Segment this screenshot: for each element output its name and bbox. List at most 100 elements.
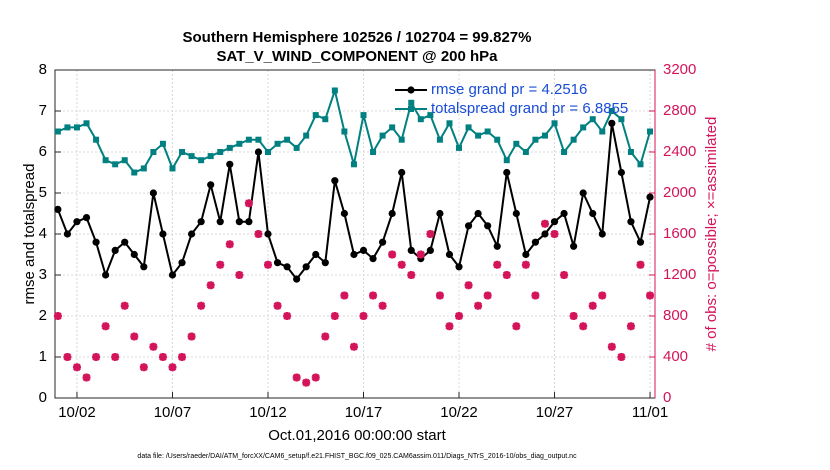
data-point	[283, 312, 292, 320]
data-point	[341, 128, 348, 135]
data-point	[178, 259, 186, 267]
y2-tick-label: 2800	[663, 102, 696, 119]
data-point	[54, 205, 62, 213]
footnote: data file: /Users/raeder/DAI/ATM_forcXX/…	[137, 453, 577, 460]
data-point	[493, 242, 501, 250]
data-point	[618, 116, 625, 123]
data-point	[408, 99, 415, 106]
y2-tick-label: 2000	[663, 184, 696, 201]
y-tick-label: 6	[39, 143, 47, 160]
data-point	[407, 271, 416, 279]
data-point	[321, 332, 330, 341]
data-point	[264, 149, 271, 155]
data-point	[226, 144, 233, 151]
data-point	[293, 275, 301, 283]
data-point	[637, 161, 644, 168]
y-tick-label: 3	[39, 266, 47, 283]
legend-marker	[408, 106, 414, 112]
data-point	[245, 218, 253, 226]
data-point	[187, 332, 196, 341]
data-point	[158, 353, 167, 361]
data-point	[370, 149, 377, 155]
data-point	[293, 144, 300, 151]
data-point	[426, 230, 435, 238]
data-point	[359, 312, 368, 320]
data-point	[617, 353, 626, 361]
y2-tick-label: 800	[663, 307, 688, 324]
data-point	[178, 353, 187, 361]
x-tick-label: 10/22	[440, 404, 478, 421]
data-point	[121, 157, 128, 164]
data-point	[216, 260, 225, 269]
data-point	[541, 132, 548, 139]
data-point	[244, 199, 253, 208]
data-point	[350, 161, 357, 168]
data-point	[102, 271, 110, 279]
data-point	[149, 189, 157, 197]
data-point	[627, 149, 634, 155]
y-tick-label: 7	[39, 102, 47, 119]
data-point	[150, 149, 157, 155]
data-point	[236, 140, 243, 147]
data-point	[503, 157, 510, 164]
data-point	[101, 322, 110, 331]
data-point	[159, 140, 166, 147]
data-point	[169, 165, 176, 172]
data-point	[580, 124, 587, 131]
data-point	[647, 128, 654, 135]
data-point	[579, 322, 588, 331]
data-point	[283, 263, 291, 271]
chart-subtitle: SAT_V_WIND_COMPONENT @ 200 hPa	[216, 48, 498, 65]
data-point	[598, 230, 606, 238]
data-point	[350, 250, 358, 259]
x-tick-label: 10/12	[249, 404, 287, 421]
data-point	[273, 259, 282, 267]
data-point	[168, 271, 177, 279]
data-point	[589, 209, 597, 218]
data-point	[521, 260, 530, 269]
data-point	[560, 271, 569, 279]
data-point	[340, 291, 349, 300]
data-point	[598, 291, 607, 300]
data-point	[64, 124, 71, 131]
data-point	[436, 209, 444, 218]
data-point	[235, 218, 243, 226]
data-point	[225, 240, 234, 249]
data-point	[475, 132, 482, 139]
data-point	[474, 209, 482, 218]
data-point	[130, 250, 138, 259]
data-point	[63, 230, 72, 238]
data-point	[359, 246, 368, 254]
data-point	[540, 219, 549, 228]
data-point	[139, 363, 148, 372]
data-point	[360, 112, 367, 119]
data-point	[217, 149, 224, 155]
data-point	[188, 153, 195, 160]
data-point	[608, 108, 615, 114]
data-point	[636, 238, 645, 246]
data-point	[92, 353, 101, 361]
y-tick-label: 2	[39, 307, 47, 324]
data-point	[464, 222, 473, 230]
data-point	[379, 132, 386, 139]
data-point	[303, 132, 310, 139]
data-point	[73, 124, 80, 131]
data-point	[550, 218, 559, 226]
data-point	[82, 373, 91, 382]
data-point	[83, 120, 90, 127]
data-point	[255, 136, 262, 143]
data-point	[292, 373, 301, 382]
data-point	[93, 136, 100, 143]
data-point	[541, 230, 549, 238]
data-point	[245, 136, 252, 143]
data-point	[198, 157, 205, 164]
data-point	[312, 112, 319, 119]
data-point	[483, 291, 492, 300]
data-point	[446, 120, 453, 127]
data-point	[570, 242, 578, 250]
y-tick-label: 4	[39, 225, 47, 242]
data-point	[179, 149, 186, 155]
data-point	[264, 230, 272, 238]
data-point	[617, 168, 625, 177]
data-point	[493, 260, 502, 269]
